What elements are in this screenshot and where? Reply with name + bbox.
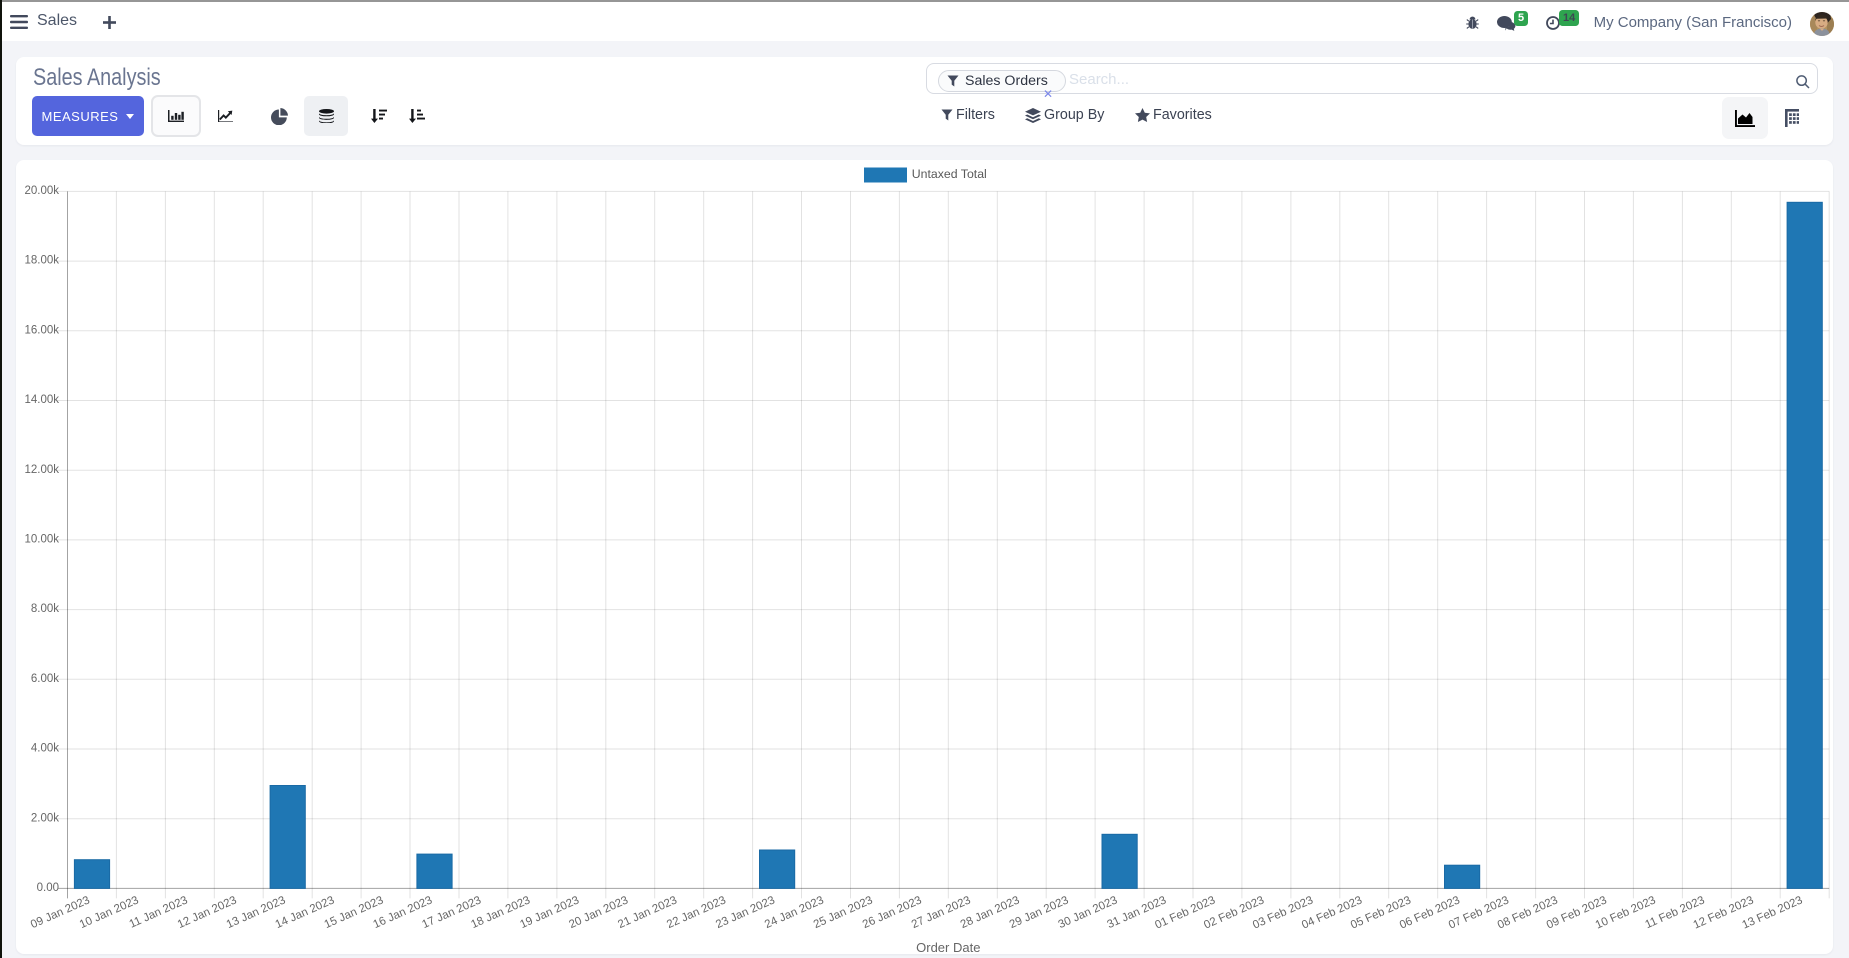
svg-text:8.00k: 8.00k (31, 603, 59, 615)
svg-text:12.00k: 12.00k (24, 464, 59, 476)
svg-text:14.00k: 14.00k (24, 394, 59, 406)
svg-text:20.00k: 20.00k (24, 185, 59, 197)
svg-text:Order Date: Order Date (916, 940, 980, 954)
svg-text:10.00k: 10.00k (24, 534, 59, 546)
svg-text:2.00k: 2.00k (31, 812, 59, 824)
svg-text:18.00k: 18.00k (24, 255, 59, 267)
svg-text:16.00k: 16.00k (24, 324, 59, 336)
svg-text:4.00k: 4.00k (31, 743, 59, 755)
svg-text:Untaxed Total: Untaxed Total (912, 167, 987, 181)
svg-text:0.00: 0.00 (37, 882, 59, 894)
svg-text:6.00k: 6.00k (31, 673, 59, 685)
